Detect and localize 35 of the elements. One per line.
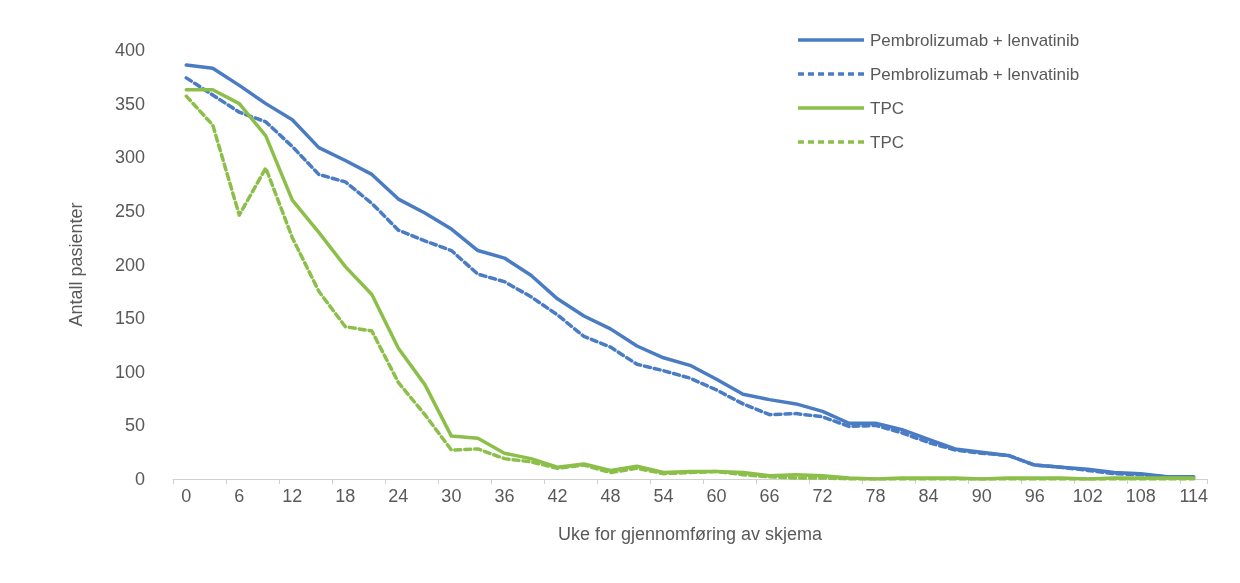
- x-tick-label: 0: [181, 486, 192, 506]
- x-tick-label: 114: [1179, 486, 1209, 506]
- legend-label: TPC: [870, 98, 904, 118]
- x-tick-label: 30: [441, 486, 462, 506]
- y-tick-label: 0: [134, 469, 145, 489]
- x-tick-label: 42: [547, 486, 568, 506]
- x-tick-label: 84: [918, 486, 939, 506]
- x-tick-label: 66: [759, 486, 780, 506]
- y-tick-label: 100: [114, 361, 145, 382]
- x-axis-title: Uke for gjennomføring av skjema: [557, 524, 824, 544]
- x-tick-label: 108: [1125, 486, 1156, 506]
- y-tick-label: 150: [114, 308, 145, 329]
- x-tick-label: 90: [971, 486, 992, 506]
- x-tick-label: 54: [653, 486, 674, 506]
- x-tick-label: 102: [1072, 486, 1103, 506]
- y-axis-title: Antall pasienter: [66, 202, 86, 327]
- x-tick-label: 72: [812, 486, 833, 506]
- y-tick-label: 350: [114, 93, 145, 114]
- x-tick-label: 24: [388, 486, 409, 506]
- legend-label: TPC: [870, 132, 904, 152]
- x-tick-label: 12: [282, 486, 303, 506]
- y-tick-label: 300: [114, 147, 145, 168]
- y-tick-label: 250: [114, 200, 145, 221]
- x-tick-label: 96: [1024, 486, 1045, 506]
- y-tick-label: 50: [124, 415, 145, 436]
- legend-label: Pembrolizumab + lenvatinib: [870, 64, 1080, 84]
- y-tick-label: 400: [114, 40, 145, 60]
- x-tick-label: 6: [234, 486, 245, 506]
- x-tick-label: 48: [600, 486, 621, 506]
- x-tick-label: 18: [335, 486, 356, 506]
- legend-label: Pembrolizumab + lenvatinib: [870, 30, 1080, 50]
- x-tick-label: 78: [865, 486, 886, 506]
- x-tick-label: 36: [494, 486, 515, 506]
- y-tick-label: 200: [114, 254, 145, 275]
- x-tick-label: 60: [706, 486, 727, 506]
